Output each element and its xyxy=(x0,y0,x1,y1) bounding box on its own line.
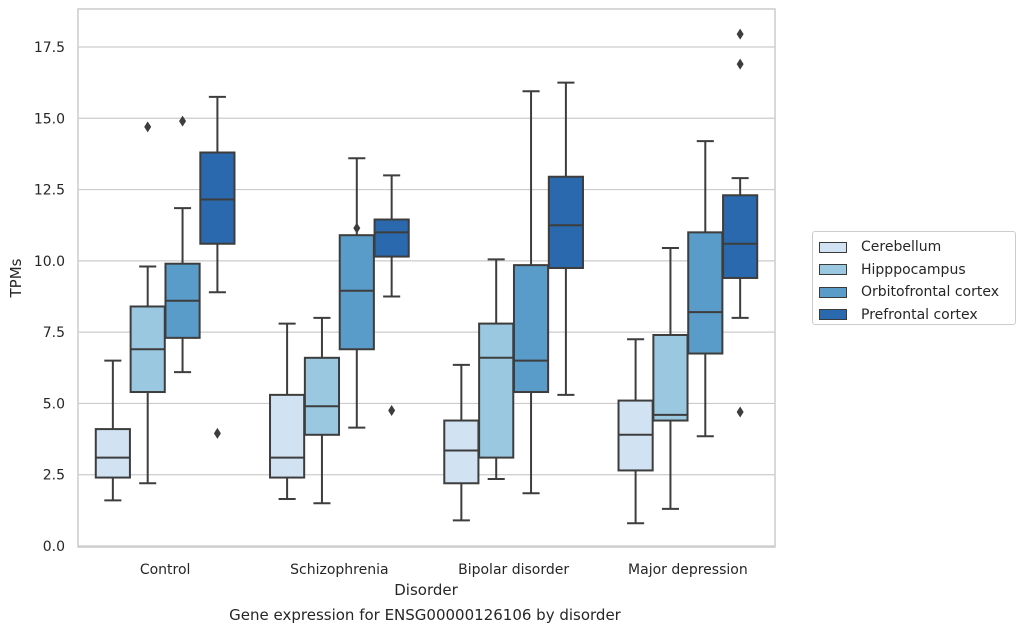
x-axis-label: Disorder xyxy=(394,581,458,599)
legend-label: Prefrontal cortex xyxy=(861,306,978,323)
box-orbitofrontal-cortex xyxy=(164,115,201,374)
box-cerebellum xyxy=(443,363,480,522)
box-hipppocampus xyxy=(129,121,166,485)
box-iqr xyxy=(94,428,131,479)
y-tick-label: 10.0 xyxy=(34,254,65,270)
box-iqr xyxy=(722,194,759,279)
outlier-marker xyxy=(213,427,221,439)
x-tick-label: Control xyxy=(140,562,191,578)
outlier-marker xyxy=(736,58,744,70)
chart-caption: Gene expression for ENSG00000126106 by d… xyxy=(229,606,621,624)
box-orbitofrontal-cortex xyxy=(687,140,724,438)
box-iqr xyxy=(373,218,410,258)
y-tick-label: 2.5 xyxy=(43,468,65,484)
legend-item: Hipppocampus xyxy=(819,259,1015,282)
box-iqr xyxy=(303,356,341,436)
box-iqr xyxy=(443,419,480,485)
x-tick-label: Bipolar disorder xyxy=(458,562,569,578)
x-axis-ticks: Control Schizophrenia Bipolar disorder Majo… xyxy=(140,562,748,578)
box-hipppocampus xyxy=(478,258,515,480)
outlier-marker xyxy=(736,28,744,40)
y-tick-label: 15.0 xyxy=(34,111,65,127)
y-tick-label: 12.5 xyxy=(34,183,65,199)
box-iqr xyxy=(199,151,236,245)
legend-swatch xyxy=(819,241,847,253)
outlier-marker xyxy=(179,115,187,127)
box-iqr xyxy=(478,322,515,459)
x-tick-label: Major depression xyxy=(628,562,748,578)
legend-item: Prefrontal cortex xyxy=(819,304,1015,327)
box-orbitofrontal-cortex xyxy=(512,90,550,495)
box-iqr xyxy=(687,231,724,355)
box-hipppocampus xyxy=(303,316,341,505)
legend-label: Hipppocampus xyxy=(861,261,966,278)
box-prefrontal-cortex xyxy=(722,28,759,418)
box-hipppocampus xyxy=(652,247,689,510)
outlier-marker xyxy=(736,406,744,418)
box-iqr xyxy=(547,175,584,269)
legend-label: Orbitofrontal cortex xyxy=(861,284,999,301)
outlier-marker xyxy=(353,222,361,234)
box-iqr xyxy=(338,234,375,351)
box-cerebellum xyxy=(94,359,131,502)
outlier-marker xyxy=(144,121,152,133)
box-orbitofrontal-cortex xyxy=(338,157,375,429)
box-cerebellum xyxy=(269,322,306,500)
box-cerebellum xyxy=(617,338,654,525)
outlier-marker xyxy=(388,405,396,417)
plot-frame xyxy=(77,8,776,548)
box-iqr xyxy=(269,393,306,479)
legend-swatch xyxy=(819,286,847,298)
y-tick-label: 0.0 xyxy=(43,539,65,555)
legend-label: Cerebellum xyxy=(861,239,942,256)
legend-swatch xyxy=(819,264,847,276)
y-axis-label: TPMs xyxy=(7,258,25,298)
legend-item: Cerebellum xyxy=(819,236,1015,259)
box-prefrontal-cortex xyxy=(199,95,236,439)
box-iqr xyxy=(652,333,689,422)
box-prefrontal-cortex xyxy=(547,81,584,396)
legend-swatch xyxy=(819,309,847,321)
x-tick-label: Schizophrenia xyxy=(290,562,388,578)
box-plot-area xyxy=(94,28,759,525)
box-prefrontal-cortex xyxy=(373,174,410,417)
legend-item: Orbitofrontal cortex xyxy=(819,281,1015,304)
y-axis-ticks: 0.0 2.5 5.0 7.5 10.0 12.5 15.0 17.5 xyxy=(34,40,65,555)
legend: Cerebellum Hipppocampus Orbitofrontal cort… xyxy=(812,231,1016,325)
y-tick-label: 5.0 xyxy=(43,396,65,412)
y-tick-label: 17.5 xyxy=(34,40,65,56)
y-tick-label: 7.5 xyxy=(43,325,65,341)
box-iqr xyxy=(512,264,550,394)
